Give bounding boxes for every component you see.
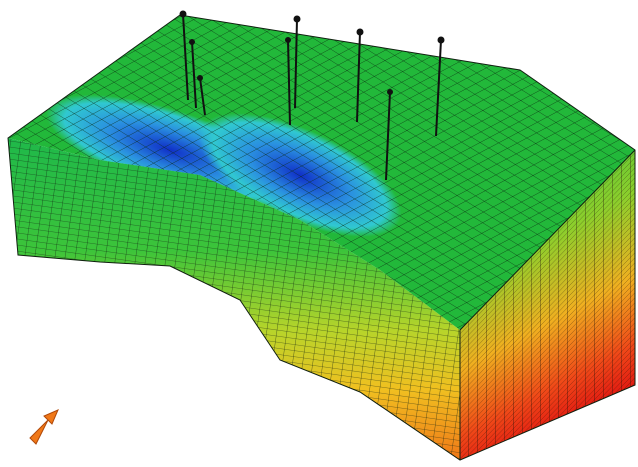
well <box>287 39 291 126</box>
well <box>182 13 189 101</box>
front-grid <box>8 138 460 460</box>
well-head <box>197 75 203 81</box>
well <box>435 39 442 137</box>
well-head <box>189 39 195 45</box>
well <box>356 31 361 123</box>
well-head <box>179 10 187 18</box>
arrow <box>29 409 59 445</box>
well-head <box>285 37 291 43</box>
well-head <box>293 15 301 23</box>
well-head <box>387 89 393 95</box>
right-grid <box>460 150 635 460</box>
well-head <box>437 36 445 44</box>
orientation-arrow <box>29 409 59 445</box>
well <box>294 18 298 109</box>
well <box>199 77 206 116</box>
edges <box>459 149 636 460</box>
well <box>385 91 391 181</box>
wells <box>179 10 445 181</box>
outline <box>7 14 636 461</box>
well <box>191 41 197 109</box>
well-head <box>356 28 364 36</box>
